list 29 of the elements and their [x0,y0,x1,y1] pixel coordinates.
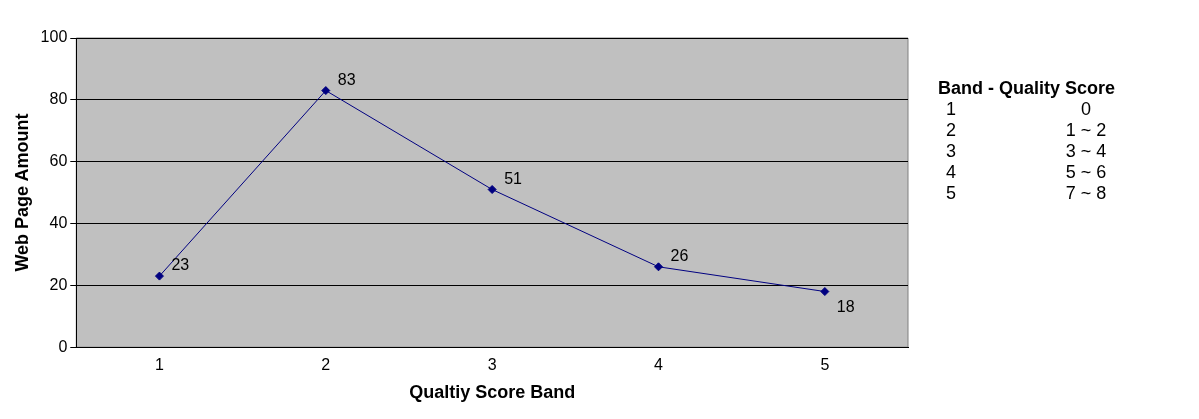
data-label: 26 [670,247,689,265]
y-tick-label: 80 [49,90,68,108]
point [154,271,164,281]
y-tick-label: 20 [49,275,68,293]
point [487,185,497,195]
x-tick-label: 3 [487,356,497,374]
text: 1 0 [946,99,1091,119]
y-tick-label: 40 [49,213,68,231]
text: 3 3 ~ 4 [946,141,1107,161]
x-tick-label: 5 [820,356,830,374]
point [820,287,830,297]
x-axis-title: Qualtiy Score Band [409,382,576,403]
x-tick-label: 2 [321,356,331,374]
data-label: 51 [504,169,523,187]
data-label: 23 [171,256,190,274]
text: 2 1 ~ 2 [946,120,1107,140]
text: 5 7 ~ 8 [946,183,1107,203]
text: Band - Quality Score [938,78,1117,99]
point [321,86,331,96]
data-label: 18 [836,297,855,315]
y-tick-label: 60 [49,152,68,170]
text: 4 5 ~ 6 [946,162,1107,182]
y-axis-title: Web Page Amount [11,113,32,272]
y-tick-label: 100 [40,28,68,46]
data-label: 83 [337,70,356,88]
y-tick-label: 0 [58,337,68,355]
x-tick-label: 4 [654,356,664,374]
point [653,262,663,272]
x-tick-label: 1 [155,356,165,374]
